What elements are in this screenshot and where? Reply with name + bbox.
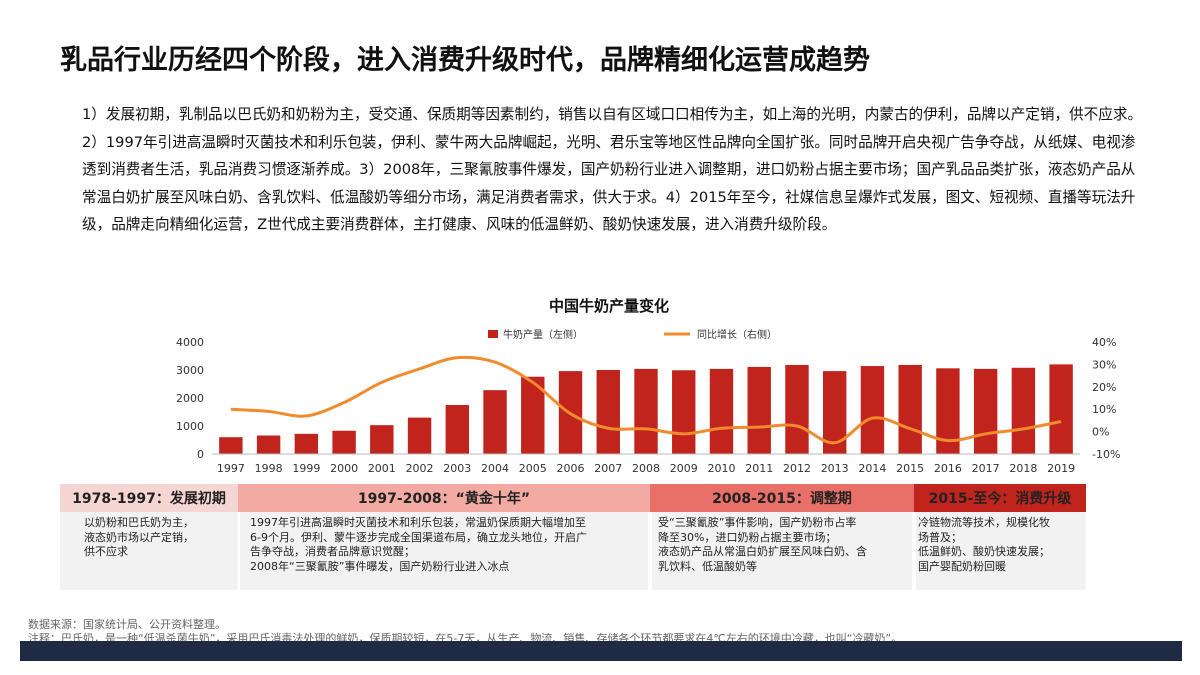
x-tick-label: 2010 [707, 462, 735, 475]
stage-desc-line: 供不应求 [84, 545, 128, 558]
bar-2009 [672, 370, 696, 454]
chart-title: 中国牛奶产量变化 [549, 297, 669, 315]
right-tick-label: -10% [1092, 448, 1120, 461]
left-tick-label: 0 [197, 448, 204, 461]
stage-desc-adjustment: 受“三聚氰胺”事件影响，国产奶粉市占率 降至30%，进口奶粉占据主要市场； 液态… [658, 516, 910, 574]
bar-1998 [256, 435, 281, 454]
footer-band [20, 641, 1182, 661]
stage-bar-early: 1978-1997：发展初期 [60, 484, 238, 512]
x-tick-label: 2009 [670, 462, 698, 475]
bar-2008 [634, 368, 658, 454]
milk-production-chart: 中国牛奶产量变化 牛奶产量（左侧） 同比增长（右侧） 0 1000 2000 3000 4… [176, 297, 1120, 475]
legend-bar-swatch [488, 330, 498, 338]
bar-2019 [1049, 364, 1073, 454]
stage-desc-upgrade: 冷链物流等技术，规模化牧 场普及； 低温鲜奶、酸奶快速发展； 国产婴配奶粉回暖 [918, 516, 1084, 574]
x-tick-label: 2006 [557, 462, 585, 475]
left-tick-label: 1000 [176, 420, 204, 433]
stage-desc-early: 以奶粉和巴氏奶为主， 液态奶市场以产定销， 供不应求 [84, 516, 234, 560]
stage-desc-line: 告争夺战，消费者品牌意识觉醒； [250, 545, 415, 558]
x-tick-label: 1998 [255, 462, 283, 475]
stage-bar-golden-decade: 1997-2008：“黄金十年” [238, 484, 650, 512]
bar-2012 [785, 364, 809, 454]
bar-2004 [483, 390, 507, 454]
stage-desc-box-adjustment [652, 512, 912, 590]
x-tick-label: 2019 [1047, 462, 1075, 475]
stage-desc-box-upgrade [916, 512, 1086, 590]
x-tick-label: 2007 [594, 462, 622, 475]
right-tick-label: 30% [1092, 358, 1116, 371]
x-tick-label: 2004 [481, 462, 509, 475]
stage-desc-box-golden-decade [240, 512, 648, 590]
bar-2001 [370, 425, 394, 454]
x-tick-label: 2001 [368, 462, 396, 475]
x-tick-label: 1997 [217, 462, 245, 475]
bar-2017 [973, 368, 998, 454]
stage-desc-line: 降至30%，进口奶粉占据主要市场； [658, 530, 837, 544]
x-tick-label: 2016 [934, 462, 962, 475]
stage-desc-line: 液态奶市场以产定销， [84, 530, 194, 544]
x-tick-label: 2012 [783, 462, 811, 475]
x-tick-label: 2002 [406, 462, 434, 475]
bar-2002 [407, 417, 432, 454]
x-tick-label: 2018 [1009, 462, 1037, 475]
intro-paragraph: 1）发展初期，乳制品以巴氏奶和奶粉为主，受交通、保质期等因素制约，销售以自有区域… [82, 106, 1143, 234]
stage-desc-line: 受“三聚氰胺”事件影响，国产奶粉市占率 [658, 516, 857, 529]
bar-2000 [332, 430, 356, 454]
stage-desc-line: 冷链物流等技术，规模化牧 [918, 516, 1050, 529]
stage-desc-line: 国产婴配奶粉回暖 [918, 559, 1006, 573]
stage-desc-golden-decade: 1997年引进高温瞬时灭菌技术和利乐包装，常温奶保质期大幅增加至 6-9个月。伊… [250, 516, 646, 574]
x-tick-label: 2003 [443, 462, 471, 475]
stage-desc-line: 6-9个月。伊利、蒙牛逐步完成全国渠道布局，确立龙头地位，开启广 [250, 530, 587, 544]
left-tick-label: 3000 [176, 364, 204, 377]
bar-2018 [1011, 367, 1036, 454]
bar-2003 [445, 405, 470, 454]
left-tick-label: 2000 [176, 392, 204, 405]
stage-desc-line: 液态奶产品从常温白奶扩展至风味白奶、含 [658, 545, 867, 558]
x-tick-label: 2005 [519, 462, 547, 475]
x-tick-label: 2008 [632, 462, 660, 475]
stage-bar-upgrade: 2015-至今：消费升级 [914, 484, 1086, 512]
bar-2007 [596, 370, 620, 454]
stage-desc-line: 以奶粉和巴氏奶为主， [84, 516, 194, 529]
bar-2011 [747, 366, 771, 454]
x-tick-label: 2015 [896, 462, 924, 475]
x-tick-label: 2011 [745, 462, 773, 475]
legend-bar-label: 牛奶产量（左侧） [503, 328, 583, 341]
bar-2005 [521, 376, 545, 454]
legend-line-label: 同比增长（右侧） [697, 328, 777, 341]
x-tick-label: 2017 [972, 462, 1000, 475]
data-source: 数据来源：国家统计局、公开资料整理。 [28, 618, 226, 631]
stage-desc-line: 乳饮料、低温酸奶等 [658, 559, 757, 573]
bar-2016 [936, 368, 960, 454]
bar-1997 [219, 437, 243, 454]
stage-desc-line: 2008年“三聚氰胺”事件曝发，国产奶粉行业进入冰点 [250, 559, 510, 573]
x-tick-label: 2000 [330, 462, 358, 475]
x-tick-label: 2014 [858, 462, 886, 475]
stage-bar-adjustment: 2008-2015：调整期 [650, 484, 914, 512]
left-tick-label: 4000 [176, 336, 204, 349]
right-tick-label: 20% [1092, 381, 1116, 394]
right-tick-label: 0% [1092, 426, 1109, 439]
bar-2015 [898, 364, 922, 454]
x-tick-label: 2013 [821, 462, 849, 475]
bar-2013 [822, 371, 847, 454]
stage-desc-line: 1997年引进高温瞬时灭菌技术和利乐包装，常温奶保质期大幅增加至 [250, 516, 586, 529]
growth-line [230, 355, 1062, 445]
bar-2010 [709, 368, 734, 454]
stage-desc-line: 场普及； [918, 530, 962, 544]
stage-desc-box-early [60, 512, 238, 590]
x-tick-label: 1999 [292, 462, 320, 475]
page-title: 乳品行业历经四个阶段，进入消费升级时代，品牌精细化运营成趋势 [60, 45, 870, 76]
stage-desc-line: 低温鲜奶、酸奶快速发展； [918, 545, 1050, 558]
bar-1999 [294, 433, 319, 454]
bar-2014 [860, 366, 885, 454]
right-tick-label: 10% [1092, 403, 1116, 416]
right-tick-label: 40% [1092, 336, 1116, 349]
